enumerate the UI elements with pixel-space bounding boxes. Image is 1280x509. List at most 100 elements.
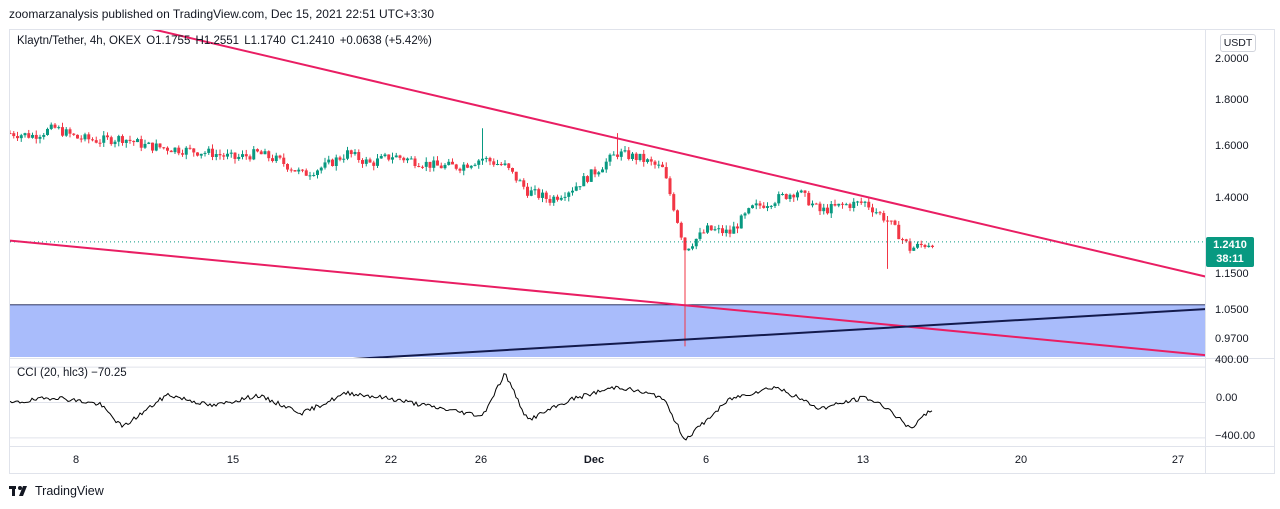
candle-body [83, 134, 87, 140]
tradingview-logo[interactable]: TradingView [9, 484, 104, 498]
cci-tick: 400.00 [1215, 354, 1249, 366]
currency-unit-button[interactable]: USDT [1220, 34, 1256, 52]
candle-body [754, 203, 758, 206]
time-tick: 27 [1171, 454, 1185, 466]
candle-body [792, 194, 796, 198]
candle-body [668, 178, 672, 195]
candle-body [301, 169, 304, 171]
candle-body [781, 194, 784, 196]
candle-body [57, 127, 61, 129]
candle-body [391, 157, 394, 160]
candle-body [252, 149, 256, 160]
candle-body [886, 220, 889, 222]
candle-body [91, 139, 94, 141]
candle-body [661, 164, 664, 168]
close-value: C1.2410 [291, 35, 335, 47]
candle-body [619, 151, 623, 157]
candle-body [214, 154, 218, 157]
candle-body [897, 224, 901, 240]
candle-body [848, 204, 852, 208]
candle-body [653, 161, 657, 165]
candle-body [46, 128, 49, 135]
candle-body [694, 238, 698, 247]
candle-body [49, 124, 53, 129]
time-tick: 15 [226, 454, 240, 466]
drawings[interactable] [10, 0, 1248, 379]
candle-body [451, 161, 454, 165]
candle-body [522, 180, 526, 187]
candle-body [432, 160, 436, 168]
candle-body [136, 139, 139, 143]
candle-body [601, 169, 604, 173]
price-tick: 0.9700 [1215, 333, 1249, 345]
candle-body [372, 162, 376, 166]
candle-body [42, 134, 46, 137]
symbol-legend[interactable]: Klaytn/Tether, 4h, OKEX O1.1755 H1.2551 … [17, 35, 434, 47]
candle-body [19, 135, 23, 139]
candle-body [447, 161, 451, 165]
candle-body [642, 153, 646, 162]
support-zone [10, 304, 1205, 357]
candle-body [698, 232, 702, 239]
candle-body [721, 228, 724, 234]
candle-body [762, 205, 766, 208]
candle-body [79, 138, 83, 140]
trendline-1 [151, 30, 1205, 278]
candle-body [893, 220, 897, 225]
candle-body [728, 229, 732, 234]
candle-body [218, 154, 222, 156]
candle-body [713, 229, 717, 231]
candle-body [702, 232, 706, 234]
candle-body [38, 136, 42, 139]
high-value: H1.2551 [195, 35, 240, 47]
candle-body [514, 171, 518, 181]
price-tick: 1.0500 [1215, 304, 1249, 316]
candle-body [346, 150, 349, 159]
candle-body [387, 154, 391, 160]
candle-body [177, 147, 181, 154]
price-tick: 1.1500 [1215, 268, 1249, 280]
low-value: L1.1740 [244, 35, 286, 47]
candle-body [769, 205, 773, 207]
candle-body [132, 140, 136, 143]
candle-body [627, 150, 631, 160]
candle-body [751, 205, 754, 209]
candle-body [608, 154, 612, 162]
cci-value: −70.25 [91, 367, 127, 379]
candle-body [338, 157, 342, 160]
candle-body [931, 245, 934, 247]
candle-body [259, 151, 263, 155]
candle-body [908, 241, 912, 251]
candle-body [593, 169, 597, 175]
candle-body [278, 155, 282, 158]
candle-body [912, 247, 916, 251]
candle-body [529, 190, 533, 196]
candle-body [417, 165, 421, 167]
candle-body [691, 246, 694, 249]
candle-body [162, 147, 166, 149]
candle-body [158, 143, 162, 148]
candle-body [289, 169, 293, 171]
candle-body [814, 203, 818, 205]
candle-body [98, 142, 102, 144]
price-axis-separator [1205, 29, 1206, 474]
candle-body [229, 152, 233, 154]
candle-body [837, 203, 841, 206]
change-value: +0.0638 (+5.42%) [339, 35, 432, 47]
candle-body [10, 133, 12, 135]
candle-body [147, 142, 151, 144]
candle-body [241, 154, 244, 157]
cci-legend[interactable]: CCI (20, hlc3) −70.25 [17, 367, 127, 379]
candle-body [638, 153, 642, 160]
candle-body [286, 163, 289, 170]
candle-body [631, 153, 634, 160]
pane-separator[interactable] [9, 358, 1275, 359]
candle-body [151, 142, 154, 151]
time-tick: Dec [583, 454, 605, 466]
candle-body [856, 201, 859, 203]
candle-body [634, 153, 638, 160]
candle-body [496, 164, 499, 166]
candle-body [784, 194, 788, 199]
candle-body [664, 167, 668, 179]
